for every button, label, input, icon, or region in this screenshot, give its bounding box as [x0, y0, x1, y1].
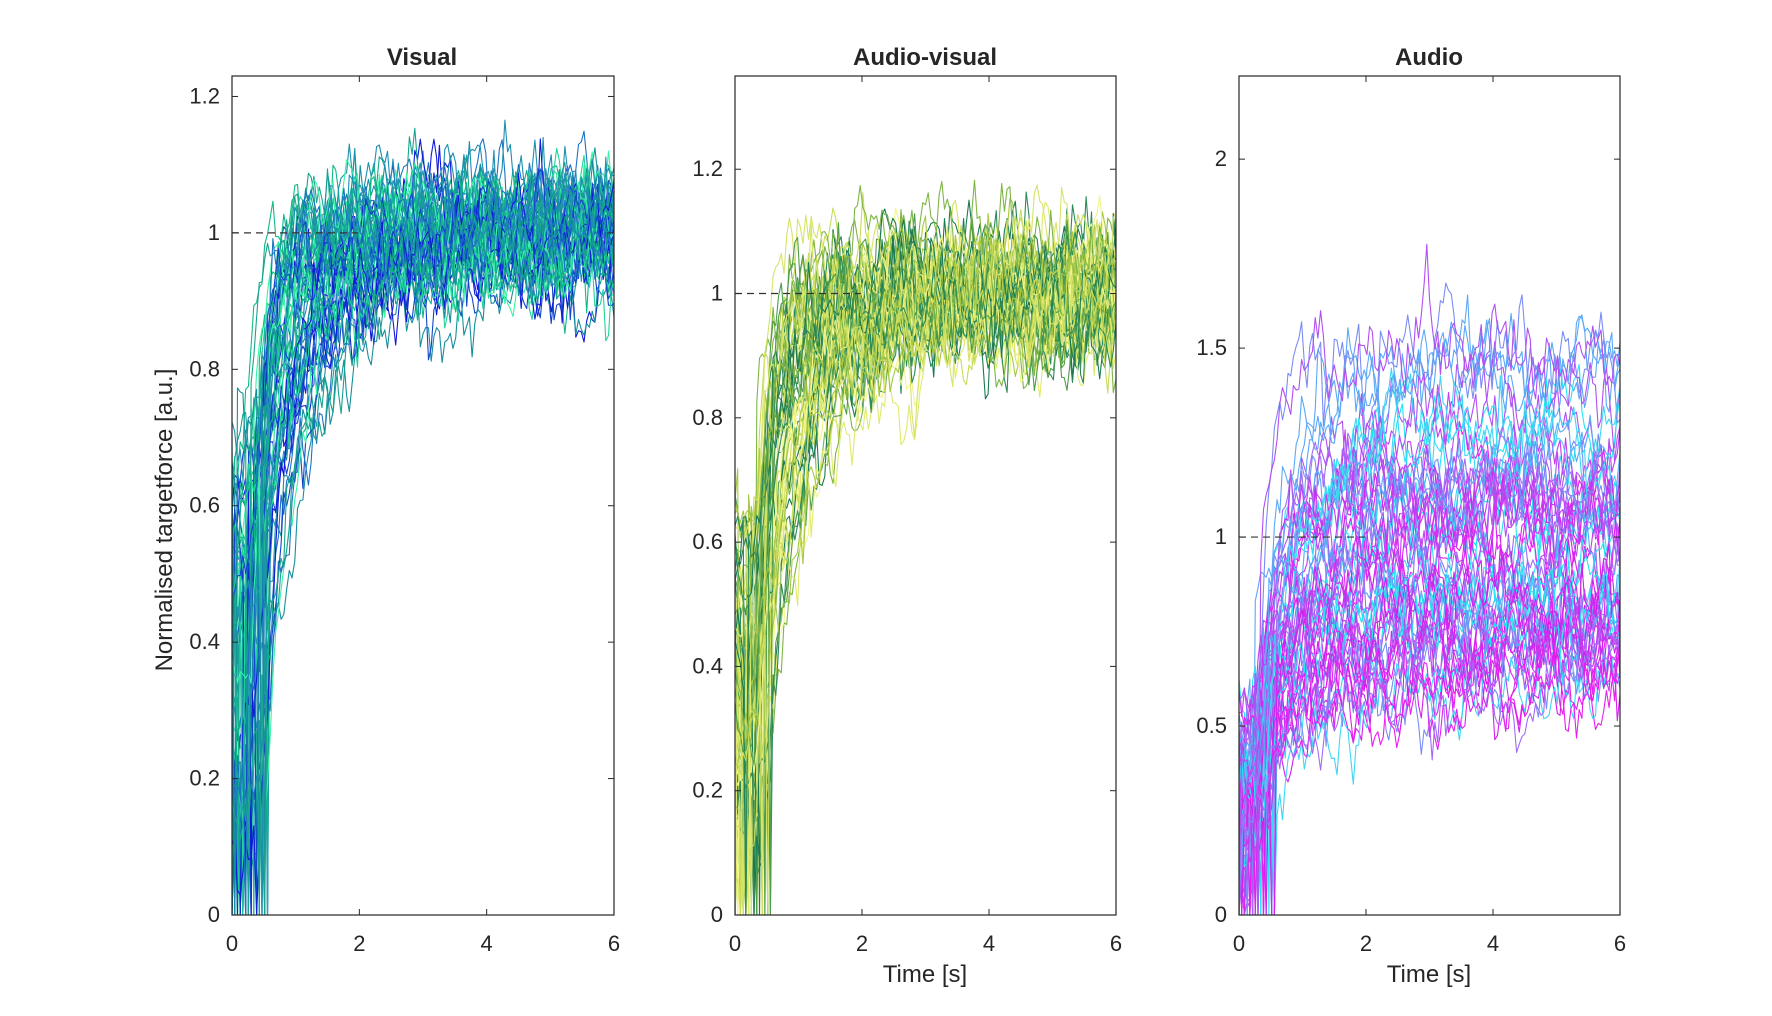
series-line	[1239, 595, 1620, 915]
y-tick-label: 1.2	[189, 83, 220, 108]
x-ticks: 0 2 4 6	[1233, 76, 1626, 956]
series-line	[232, 143, 614, 822]
y-tick-label: 0.4	[189, 629, 220, 654]
series-line	[232, 159, 614, 915]
panel-title: Audio-visual	[853, 44, 997, 71]
series-line	[1239, 615, 1620, 828]
series-line	[1239, 423, 1620, 915]
panel-title: Audio	[1395, 44, 1463, 71]
x-tick-label: 4	[1487, 931, 1499, 956]
x-tick-label: 0	[729, 931, 741, 956]
y-axis-label: Normalised targetforce [a.u.]	[151, 369, 178, 672]
series-lines	[232, 119, 614, 915]
y-tick-label: 0.6	[189, 493, 220, 518]
series-line	[1239, 312, 1620, 783]
series-line	[1239, 315, 1620, 915]
series-line	[1239, 414, 1620, 915]
x-ticks: 0 2 4 6	[226, 76, 620, 956]
series-line	[232, 119, 614, 915]
series-line	[1239, 553, 1620, 831]
series-line	[1239, 563, 1620, 863]
y-ticks: 0 0.2 0.4 0.6 0.8 1 1.2	[189, 83, 614, 927]
y-tick-label: 2	[1215, 146, 1227, 171]
series-line	[232, 145, 614, 915]
y-ticks: 0 0.2 0.4 0.6 0.8 1 1.2	[692, 156, 1116, 927]
series-line	[735, 184, 1116, 915]
series-line	[735, 207, 1116, 782]
panel-audio: Audio 0 0.5 1 1.5 2 0 2 4 6 Time [s]	[1196, 44, 1626, 988]
panel-audio-visual: Audio-visual 0 0.2 0.4 0.6 0.8 1 1.2 0 2 4 6 Time…	[692, 44, 1122, 988]
y-tick-label: 0.2	[189, 766, 220, 791]
axes	[1238, 75, 1621, 916]
series-line	[735, 215, 1116, 915]
y-tick-label: 1.2	[692, 156, 723, 181]
x-tick-label: 6	[1110, 931, 1122, 956]
y-tick-label: 0	[208, 902, 220, 927]
y-tick-label: 0.8	[189, 356, 220, 381]
series-lines	[735, 179, 1116, 915]
series-line	[232, 199, 614, 915]
series-line	[735, 217, 1116, 915]
series-line	[1239, 537, 1620, 903]
series-line	[735, 245, 1116, 915]
panel-title: Visual	[387, 44, 457, 71]
axes-box	[231, 75, 615, 916]
x-tick-label: 2	[353, 931, 365, 956]
y-tick-label: 0	[711, 902, 723, 927]
series-line	[735, 262, 1116, 738]
y-tick-label: 0	[1215, 902, 1227, 927]
axes-box	[1238, 75, 1621, 916]
series-line	[1239, 451, 1620, 760]
y-tick-label: 0.5	[1196, 713, 1227, 738]
series-line	[232, 150, 614, 857]
x-tick-label: 6	[1614, 931, 1626, 956]
series-line	[1239, 294, 1620, 790]
series-line	[735, 239, 1116, 915]
series-line	[232, 184, 614, 915]
y-ticks: 0 0.5 1 1.5 2	[1196, 146, 1620, 927]
y-tick-label: 1	[208, 220, 220, 245]
series-lines	[1239, 243, 1620, 915]
series-line	[1239, 618, 1620, 915]
x-tick-label: 2	[1360, 931, 1372, 956]
x-tick-label: 2	[856, 931, 868, 956]
series-line	[232, 201, 614, 568]
axes	[231, 75, 615, 916]
series-line	[735, 235, 1116, 766]
series-line	[1239, 367, 1620, 915]
series-line	[232, 158, 614, 915]
series-line	[232, 191, 614, 915]
series-line	[1239, 536, 1620, 915]
axes-box	[734, 75, 1117, 916]
series-line	[1239, 243, 1620, 915]
y-tick-label: 1.5	[1196, 335, 1227, 360]
x-tick-label: 0	[1233, 931, 1245, 956]
axes	[734, 75, 1117, 916]
y-tick-label: 1	[711, 281, 723, 306]
x-ticks: 0 2 4 6	[729, 76, 1122, 956]
panel-visual: Visual 0 0.2 0.4 0.6 0.8 1 1.2 0 2 4 6 Normalised…	[151, 44, 620, 956]
x-axis-label: Time [s]	[883, 961, 967, 988]
x-tick-label: 6	[608, 931, 620, 956]
x-tick-label: 4	[983, 931, 995, 956]
y-tick-label: 0.2	[692, 778, 723, 803]
series-line	[1239, 448, 1620, 915]
y-tick-label: 1	[1215, 524, 1227, 549]
y-tick-label: 0.6	[692, 529, 723, 554]
series-line	[735, 179, 1116, 750]
x-axis-label: Time [s]	[1387, 961, 1471, 988]
y-tick-label: 0.4	[692, 653, 723, 678]
series-line	[1239, 566, 1620, 915]
x-tick-label: 0	[226, 931, 238, 956]
series-line	[1239, 433, 1620, 915]
series-line	[1239, 587, 1620, 915]
x-tick-label: 4	[481, 931, 493, 956]
y-tick-label: 0.8	[692, 405, 723, 430]
